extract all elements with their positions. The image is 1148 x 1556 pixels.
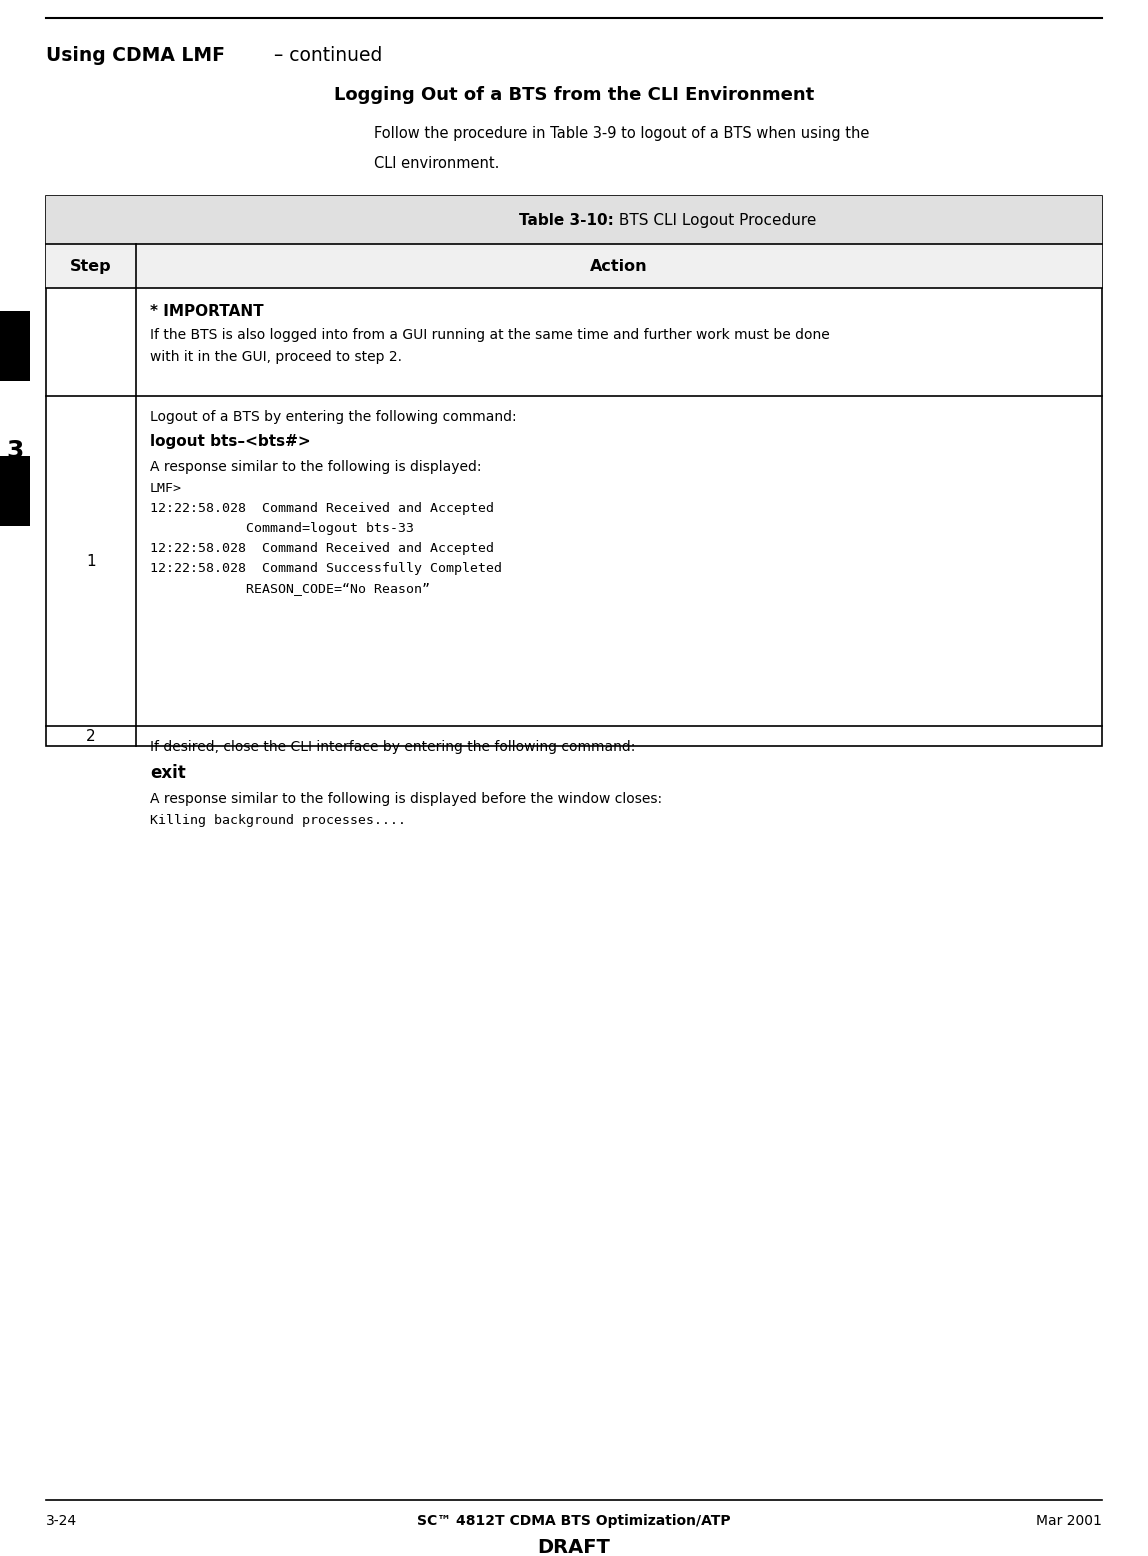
- Text: REASON_CODE=“No Reason”: REASON_CODE=“No Reason”: [150, 582, 430, 594]
- Text: A response similar to the following is displayed before the window closes:: A response similar to the following is d…: [150, 792, 662, 806]
- Text: exit: exit: [150, 764, 186, 783]
- Text: Killing background processes....: Killing background processes....: [150, 814, 406, 826]
- Text: Mar 2001: Mar 2001: [1037, 1514, 1102, 1528]
- Text: If the BTS is also logged into from a GUI running at the same time and further w: If the BTS is also logged into from a GU…: [150, 328, 830, 342]
- Bar: [0, 456, 30, 526]
- Text: Command=logout bts-33: Command=logout bts-33: [150, 521, 414, 535]
- Text: If desired, close the CLI interface by entering the following command:: If desired, close the CLI interface by e…: [150, 741, 635, 755]
- Text: 2: 2: [86, 728, 95, 744]
- Text: 12:22:58.028  Command Received and Accepted: 12:22:58.028 Command Received and Accept…: [150, 503, 494, 515]
- Text: – continued: – continued: [262, 47, 382, 65]
- Text: with it in the GUI, proceed to step 2.: with it in the GUI, proceed to step 2.: [150, 350, 402, 364]
- Text: 3-24: 3-24: [46, 1514, 77, 1528]
- Bar: [46, 196, 1102, 244]
- Text: A response similar to the following is displayed:: A response similar to the following is d…: [150, 461, 481, 475]
- Text: Action: Action: [590, 258, 647, 274]
- Text: * IMPORTANT: * IMPORTANT: [150, 303, 264, 319]
- Text: SC™ 4812T CDMA BTS Optimization/ATP: SC™ 4812T CDMA BTS Optimization/ATP: [417, 1514, 731, 1528]
- Text: logout bts–<bts#>: logout bts–<bts#>: [150, 434, 311, 450]
- Text: Logout of a BTS by entering the following command:: Logout of a BTS by entering the followin…: [150, 409, 517, 423]
- Text: CLI environment.: CLI environment.: [374, 156, 499, 171]
- Bar: [46, 196, 1102, 745]
- Text: Logging Out of a BTS from the CLI Environment: Logging Out of a BTS from the CLI Enviro…: [334, 86, 814, 104]
- Bar: [0, 311, 30, 381]
- Bar: [46, 244, 1102, 288]
- Text: 12:22:58.028  Command Successfully Completed: 12:22:58.028 Command Successfully Comple…: [150, 562, 502, 576]
- Text: BTS CLI Logout Procedure: BTS CLI Logout Procedure: [614, 213, 816, 227]
- Text: Using CDMA LMF: Using CDMA LMF: [46, 47, 225, 65]
- Text: 1: 1: [86, 554, 95, 568]
- Text: Follow the procedure in Table 3-9 to logout of a BTS when using the: Follow the procedure in Table 3-9 to log…: [374, 126, 869, 142]
- Text: 3: 3: [6, 439, 24, 464]
- Text: Step: Step: [70, 258, 111, 274]
- Text: 12:22:58.028  Command Received and Accepted: 12:22:58.028 Command Received and Accept…: [150, 541, 494, 555]
- Text: Table 3-10:: Table 3-10:: [519, 213, 614, 227]
- Text: DRAFT: DRAFT: [537, 1537, 611, 1556]
- Text: LMF>: LMF>: [150, 482, 183, 495]
